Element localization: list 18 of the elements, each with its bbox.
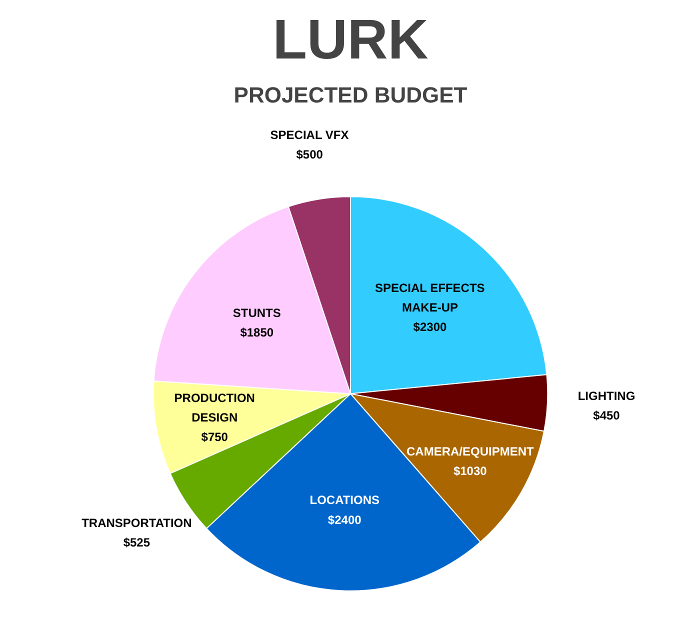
data-label: $450 (593, 408, 620, 422)
data-label: $2400 (328, 512, 362, 527)
data-label: $1850 (240, 325, 274, 340)
chart-subtitle: PROJECTED BUDGET (234, 82, 468, 108)
data-label: $750 (201, 430, 228, 444)
slice-label: STUNTS (232, 306, 281, 320)
slice-label: LIGHTING (578, 388, 636, 403)
data-label: $500 (296, 148, 324, 162)
slice-label: SPECIAL VFX (270, 128, 349, 142)
slice-label: PRODUCTION DESIGN (174, 390, 255, 424)
data-label: $1030 (453, 464, 488, 478)
slice-label: CAMERA/EQUIPMENT (406, 444, 534, 459)
slice-label: SPECIAL EFFECTS MAKE-UP (374, 280, 485, 315)
data-label: $525 (123, 536, 150, 550)
slice-label: LOCATIONS (310, 493, 380, 508)
data-label: $2300 (413, 320, 447, 334)
chart-title: LURK (272, 8, 428, 70)
slice-label: TRANSPORTATION (82, 516, 192, 530)
